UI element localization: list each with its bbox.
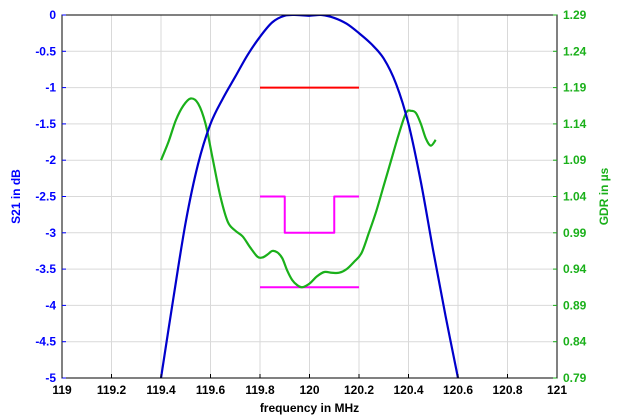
x-tick-label: 120.2 xyxy=(344,383,374,397)
left-tick-label: -5 xyxy=(45,371,56,385)
s21-line xyxy=(159,15,460,378)
right-tick-label: 0.84 xyxy=(563,335,587,349)
right-tick-label: 1.29 xyxy=(563,8,587,22)
left-axis-label: S21 in dB xyxy=(9,169,23,224)
right-tick-label: 0.89 xyxy=(563,298,587,312)
left-tick-label: -1.5 xyxy=(35,117,56,131)
x-tick-label: 121 xyxy=(547,383,567,397)
right-tick-label: 1.19 xyxy=(563,81,587,95)
x-tick-label: 120.8 xyxy=(492,383,522,397)
x-tick-label: 119.2 xyxy=(97,383,127,397)
x-tick-label: 120.4 xyxy=(393,383,423,397)
right-tick-label: 0.99 xyxy=(563,226,587,240)
x-tick-label: 119.4 xyxy=(146,383,176,397)
right-axis-ticks: 1.29 1.24 1.19 1.14 1.09 1.04 0.99 0.94 0.89 0.84… xyxy=(553,8,587,385)
left-axis-ticks: 0 -0.5 -1 -1.5 -2 -2.5 -3 -3.5 -4 -4.5 -5 xyxy=(35,8,66,385)
x-tick-label: 119.8 xyxy=(245,383,275,397)
left-tick-label: -0.5 xyxy=(35,44,56,58)
right-tick-label: 1.04 xyxy=(563,190,587,204)
x-axis-label: frequency in MHz xyxy=(260,401,359,415)
series-layer xyxy=(159,15,460,378)
left-tick-label: -4 xyxy=(45,298,56,312)
left-tick-label: 0 xyxy=(49,8,56,22)
magenta-mask-upper xyxy=(260,195,359,234)
left-tick-label: -4.5 xyxy=(35,335,56,349)
right-tick-label: 0.94 xyxy=(563,262,587,276)
right-tick-label: 1.14 xyxy=(563,117,587,131)
x-axis-ticks: 119 119.2 119.4 119.6 119.8 120 120.2 120.4 120.… xyxy=(52,374,567,397)
left-tick-label: -3 xyxy=(45,226,56,240)
left-tick-label: -3.5 xyxy=(35,262,56,276)
x-tick-label: 120.6 xyxy=(443,383,473,397)
right-tick-label: 1.09 xyxy=(563,153,587,167)
left-tick-label: -2 xyxy=(45,153,56,167)
right-tick-label: 1.24 xyxy=(563,44,587,58)
left-tick-label: -1 xyxy=(45,81,56,95)
x-tick-label: 119.6 xyxy=(196,383,226,397)
left-tick-label: -2.5 xyxy=(35,190,56,204)
right-axis-label: GDR in µs xyxy=(597,167,611,225)
x-tick-label: 119 xyxy=(52,383,72,397)
x-tick-label: 120 xyxy=(299,383,319,397)
right-tick-label: 0.79 xyxy=(563,371,587,385)
gdr-line xyxy=(159,97,437,289)
